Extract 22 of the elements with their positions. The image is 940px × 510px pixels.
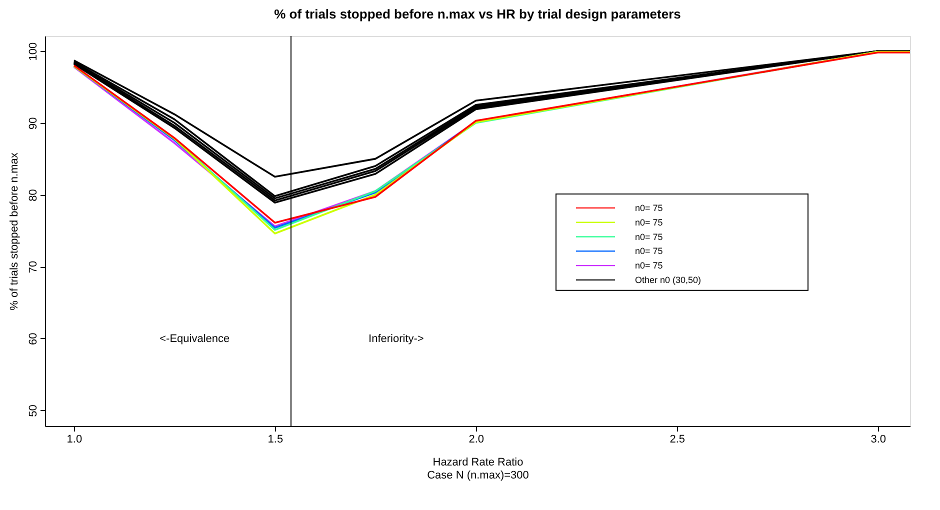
y-tick-label: 70 bbox=[28, 260, 40, 274]
x-tick-label: 1.0 bbox=[66, 434, 82, 446]
chart-title: % of trials stopped before n.max vs HR by trial design parameters bbox=[274, 6, 681, 22]
legend-label: n0= 75 bbox=[635, 217, 663, 228]
annotation: <-Equivalence bbox=[160, 333, 230, 346]
annotation: Inferiority-> bbox=[368, 333, 424, 346]
legend-label: n0= 75 bbox=[635, 260, 663, 271]
legend-label: Other n0 (30,50) bbox=[635, 274, 702, 285]
legend-label: n0= 75 bbox=[635, 246, 663, 256]
y-tick-label: 50 bbox=[28, 404, 40, 417]
x-tick-label: 3.0 bbox=[870, 434, 886, 446]
x-tick-label: 2.0 bbox=[468, 434, 484, 446]
y-tick-label: 80 bbox=[28, 189, 40, 202]
legend-label: n0= 75 bbox=[635, 232, 663, 242]
y-tick-label: 60 bbox=[28, 332, 40, 345]
y-axis-title: % of trials stopped before n.max bbox=[8, 152, 20, 310]
legend-label: n0= 75 bbox=[635, 202, 663, 213]
y-tick-label: 90 bbox=[28, 117, 40, 130]
x-tick-label: 1.5 bbox=[268, 434, 284, 446]
x-tick-label: 2.5 bbox=[670, 434, 686, 446]
y-tick-label: 100 bbox=[28, 42, 40, 61]
x-axis-title: Hazard Rate Ratio Case N (n.max)=300 bbox=[427, 456, 529, 482]
